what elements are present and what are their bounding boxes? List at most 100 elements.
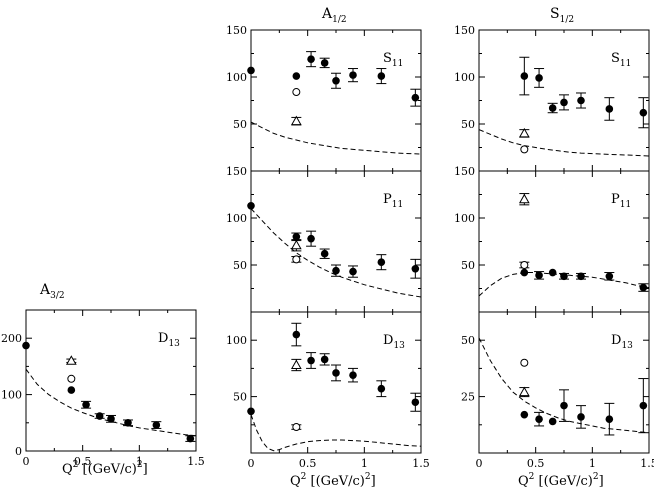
filled-point bbox=[411, 93, 420, 102]
open-circle-point bbox=[520, 358, 529, 367]
resonance-label: D13 bbox=[611, 333, 633, 351]
filled-point bbox=[411, 264, 420, 273]
filled-point bbox=[320, 59, 329, 67]
open-circle-point bbox=[292, 255, 301, 264]
filled-point bbox=[548, 104, 557, 112]
filled-point bbox=[548, 417, 557, 426]
x-axis-label-col1: Q2 [(GeV/c)2] bbox=[62, 460, 148, 477]
triangle-point bbox=[518, 386, 530, 397]
filled-point bbox=[349, 71, 357, 79]
open-circle-point bbox=[520, 145, 529, 154]
panel-frame bbox=[250, 170, 422, 313]
filled-point bbox=[349, 267, 357, 276]
x-tick-label: 1 bbox=[589, 457, 596, 470]
y-tick-label: 50 bbox=[461, 259, 475, 272]
triangle-point bbox=[65, 355, 77, 365]
y-tick-label: 100 bbox=[454, 212, 475, 225]
open-circle-point bbox=[520, 261, 529, 269]
x-tick-label: 0.5 bbox=[74, 455, 92, 468]
filled-point bbox=[67, 386, 76, 394]
filled-point bbox=[247, 201, 255, 210]
x-tick-label: 1.5 bbox=[187, 455, 205, 468]
filled-point bbox=[577, 413, 585, 421]
open-circle-point bbox=[292, 423, 301, 432]
panel-frame bbox=[250, 311, 422, 454]
resonance-label: D13 bbox=[383, 333, 405, 351]
filled-point bbox=[186, 434, 195, 443]
y-tick-label: 100 bbox=[1, 389, 22, 402]
filled-point bbox=[639, 283, 648, 292]
filled-point bbox=[411, 398, 420, 407]
filled-point bbox=[124, 419, 132, 427]
filled-point bbox=[82, 400, 90, 409]
filled-point bbox=[535, 415, 543, 423]
y-tick-label: 150 bbox=[454, 165, 475, 178]
y-tick-label: 100 bbox=[454, 71, 475, 84]
triangle-point bbox=[518, 127, 530, 138]
panel-a12-p11: 50 100 150 P11 bbox=[226, 165, 422, 313]
panel-frame bbox=[250, 29, 422, 172]
filled-point bbox=[307, 55, 315, 63]
filled-point bbox=[560, 98, 568, 107]
filled-point bbox=[577, 272, 585, 281]
y-tick-label: 50 bbox=[233, 118, 247, 131]
filled-point bbox=[332, 369, 340, 377]
y-tick-label: 100 bbox=[226, 334, 247, 347]
filled-point bbox=[548, 268, 557, 277]
filled-point bbox=[520, 72, 529, 80]
theory-curve bbox=[479, 129, 649, 157]
filled-point bbox=[332, 266, 340, 275]
x-tick-label: 0 bbox=[23, 455, 30, 468]
panel-s12-d13: 0 0.5 1 1.5 25 50 D13 bbox=[461, 311, 654, 470]
panel-s12-s11: 50 100 150 S11 bbox=[454, 24, 650, 172]
filled-point bbox=[292, 330, 301, 339]
y-tick-label: 100 bbox=[226, 71, 247, 84]
column-title-s12: S1/2 bbox=[550, 6, 574, 25]
theory-curve bbox=[251, 414, 421, 452]
panel-frame bbox=[25, 309, 197, 452]
filled-point bbox=[107, 415, 115, 423]
theory-curve bbox=[26, 368, 196, 437]
open-circle-point bbox=[67, 374, 76, 383]
x-axis-label-col2: Q2 [(GeV/c)2] bbox=[290, 472, 376, 489]
filled-point bbox=[377, 72, 386, 80]
filled-point bbox=[560, 401, 568, 410]
filled-point bbox=[520, 410, 529, 419]
x-tick-label: 0.5 bbox=[299, 457, 317, 470]
filled-point bbox=[377, 384, 386, 393]
filled-point bbox=[577, 96, 585, 105]
panel-frame bbox=[478, 170, 650, 313]
filled-point bbox=[560, 272, 568, 281]
filled-point bbox=[520, 268, 529, 277]
filled-point bbox=[307, 234, 315, 243]
column-title-a32: A3/2 bbox=[39, 282, 65, 301]
filled-point bbox=[292, 72, 301, 80]
x-tick-label: 1 bbox=[361, 457, 368, 470]
y-tick-label: 50 bbox=[461, 118, 475, 131]
panel-s12-p11: 50 100 150 P11 bbox=[454, 165, 650, 313]
filled-point bbox=[292, 233, 301, 241]
x-tick-label: 1.5 bbox=[640, 457, 654, 470]
filled-point bbox=[535, 271, 543, 280]
theory-curve bbox=[251, 121, 421, 155]
filled-point bbox=[605, 105, 614, 113]
resonance-label: P11 bbox=[611, 192, 631, 210]
resonance-label: S11 bbox=[611, 51, 631, 69]
filled-point bbox=[535, 74, 543, 82]
x-tick-label: 1 bbox=[136, 455, 143, 468]
filled-point bbox=[377, 258, 386, 266]
x-tick-label: 0.5 bbox=[527, 457, 545, 470]
x-axis-label-col3: Q2 [(GeV/c)2] bbox=[518, 472, 604, 489]
triangle-point bbox=[290, 359, 302, 370]
column-title-a12: A1/2 bbox=[321, 6, 347, 25]
y-tick-label: 50 bbox=[233, 391, 247, 404]
triangle-point bbox=[518, 193, 530, 204]
y-tick-label: 150 bbox=[454, 24, 475, 37]
filled-point bbox=[247, 407, 255, 416]
filled-point bbox=[639, 108, 648, 117]
y-tick-label: 50 bbox=[461, 334, 475, 347]
filled-point bbox=[22, 341, 30, 350]
resonance-label: D13 bbox=[158, 331, 180, 349]
y-tick-label: 150 bbox=[226, 165, 247, 178]
